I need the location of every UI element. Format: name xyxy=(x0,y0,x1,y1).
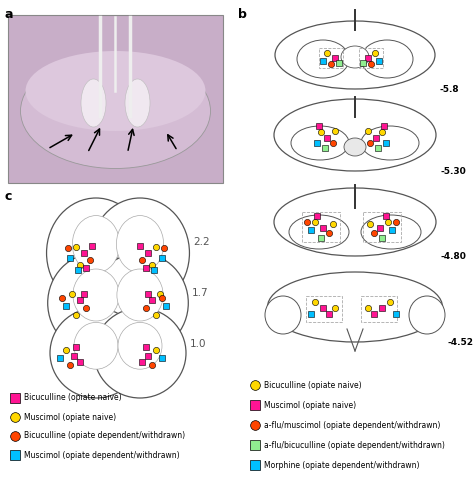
Ellipse shape xyxy=(50,308,142,398)
Ellipse shape xyxy=(409,296,445,334)
Ellipse shape xyxy=(118,323,162,369)
Bar xyxy=(361,296,397,322)
Text: Morphine (opiate dependent/withdrawn): Morphine (opiate dependent/withdrawn) xyxy=(264,461,419,469)
Ellipse shape xyxy=(361,126,419,160)
Text: b: b xyxy=(238,8,247,21)
Bar xyxy=(319,48,343,68)
Text: -5.30: -5.30 xyxy=(441,167,467,176)
Text: 1.0: 1.0 xyxy=(190,339,207,349)
Ellipse shape xyxy=(265,296,301,334)
Ellipse shape xyxy=(48,253,144,353)
Text: Bicuculline (opiate dependent/withdrawn): Bicuculline (opiate dependent/withdrawn) xyxy=(24,432,185,440)
Text: c: c xyxy=(5,190,12,203)
Ellipse shape xyxy=(274,99,436,171)
Ellipse shape xyxy=(289,215,349,249)
Ellipse shape xyxy=(91,253,188,353)
Ellipse shape xyxy=(20,54,210,168)
Text: Bicuculline (opiate naive): Bicuculline (opiate naive) xyxy=(24,393,122,403)
Ellipse shape xyxy=(125,79,150,127)
Ellipse shape xyxy=(275,21,435,89)
Ellipse shape xyxy=(117,269,163,321)
Ellipse shape xyxy=(81,79,106,127)
Ellipse shape xyxy=(73,269,119,321)
Bar xyxy=(363,212,401,242)
Ellipse shape xyxy=(46,198,146,308)
Text: Muscimol (opiate dependent/withdrawn): Muscimol (opiate dependent/withdrawn) xyxy=(24,451,180,460)
Ellipse shape xyxy=(26,51,206,131)
Text: Muscimol (opiate naive): Muscimol (opiate naive) xyxy=(264,401,356,409)
Ellipse shape xyxy=(74,323,118,369)
Text: a-flu/bicuculline (opiate dependent/withdrawn): a-flu/bicuculline (opiate dependent/with… xyxy=(264,440,445,449)
Text: 2.2: 2.2 xyxy=(193,237,210,247)
Ellipse shape xyxy=(361,40,413,78)
Bar xyxy=(306,296,342,322)
Text: -4.52: -4.52 xyxy=(447,338,474,347)
Text: Muscimol (opiate naive): Muscimol (opiate naive) xyxy=(24,412,116,421)
Text: -5.8: -5.8 xyxy=(440,85,460,94)
Text: a: a xyxy=(5,8,13,21)
Bar xyxy=(8,15,223,183)
Ellipse shape xyxy=(91,198,190,308)
Bar xyxy=(359,48,383,68)
Text: a-flu/muscimol (opiate dependent/withdrawn): a-flu/muscimol (opiate dependent/withdra… xyxy=(264,420,440,430)
Ellipse shape xyxy=(116,216,164,273)
Ellipse shape xyxy=(274,188,436,256)
Ellipse shape xyxy=(94,308,186,398)
Ellipse shape xyxy=(341,46,369,68)
Bar xyxy=(302,212,340,242)
Text: Bicuculline (opiate naive): Bicuculline (opiate naive) xyxy=(264,381,362,389)
Ellipse shape xyxy=(344,138,366,156)
Ellipse shape xyxy=(291,126,349,160)
Text: 1.7: 1.7 xyxy=(192,288,209,298)
Ellipse shape xyxy=(297,40,349,78)
Ellipse shape xyxy=(73,216,119,273)
Text: -4.80: -4.80 xyxy=(441,252,467,261)
Ellipse shape xyxy=(361,215,421,249)
Ellipse shape xyxy=(267,272,443,342)
